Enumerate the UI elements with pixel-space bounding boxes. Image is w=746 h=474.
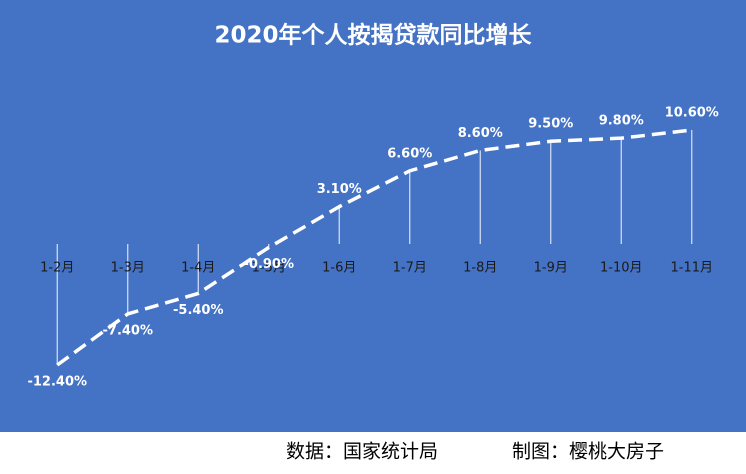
value-label: 3.10% <box>317 182 362 197</box>
value-label: 9.80% <box>599 114 644 129</box>
x-tick-label: 1-10月 <box>600 261 643 276</box>
x-tick-label: 1-3月 <box>111 261 145 276</box>
value-label: -7.40% <box>103 323 154 338</box>
value-label: 6.60% <box>387 146 432 161</box>
x-tick-label: 1-5月 <box>252 261 286 276</box>
x-tick-label: 1-4月 <box>181 261 215 276</box>
value-label: -0.90% <box>244 257 295 272</box>
x-tick-label: 1-8月 <box>463 261 497 276</box>
x-tick-label: 1-2月 <box>40 261 74 276</box>
plot-background <box>0 0 746 432</box>
value-label: 8.60% <box>458 126 503 141</box>
x-tick-label: 1-11月 <box>670 261 713 276</box>
value-label: 9.50% <box>528 117 573 132</box>
value-label: -12.40% <box>27 375 87 390</box>
x-tick-label: 1-6月 <box>322 261 356 276</box>
x-tick-label: 1-9月 <box>534 261 568 276</box>
value-label: 10.60% <box>665 106 719 121</box>
credit: 制图：樱桃大房子 <box>512 441 664 463</box>
x-tick-label: 1-7月 <box>393 261 427 276</box>
chart-title: 2020年个人按揭贷款同比增长 <box>214 22 532 49</box>
source: 数据：国家统计局 <box>286 441 438 463</box>
data-line <box>56 128 692 367</box>
value-label: -5.40% <box>173 303 224 318</box>
